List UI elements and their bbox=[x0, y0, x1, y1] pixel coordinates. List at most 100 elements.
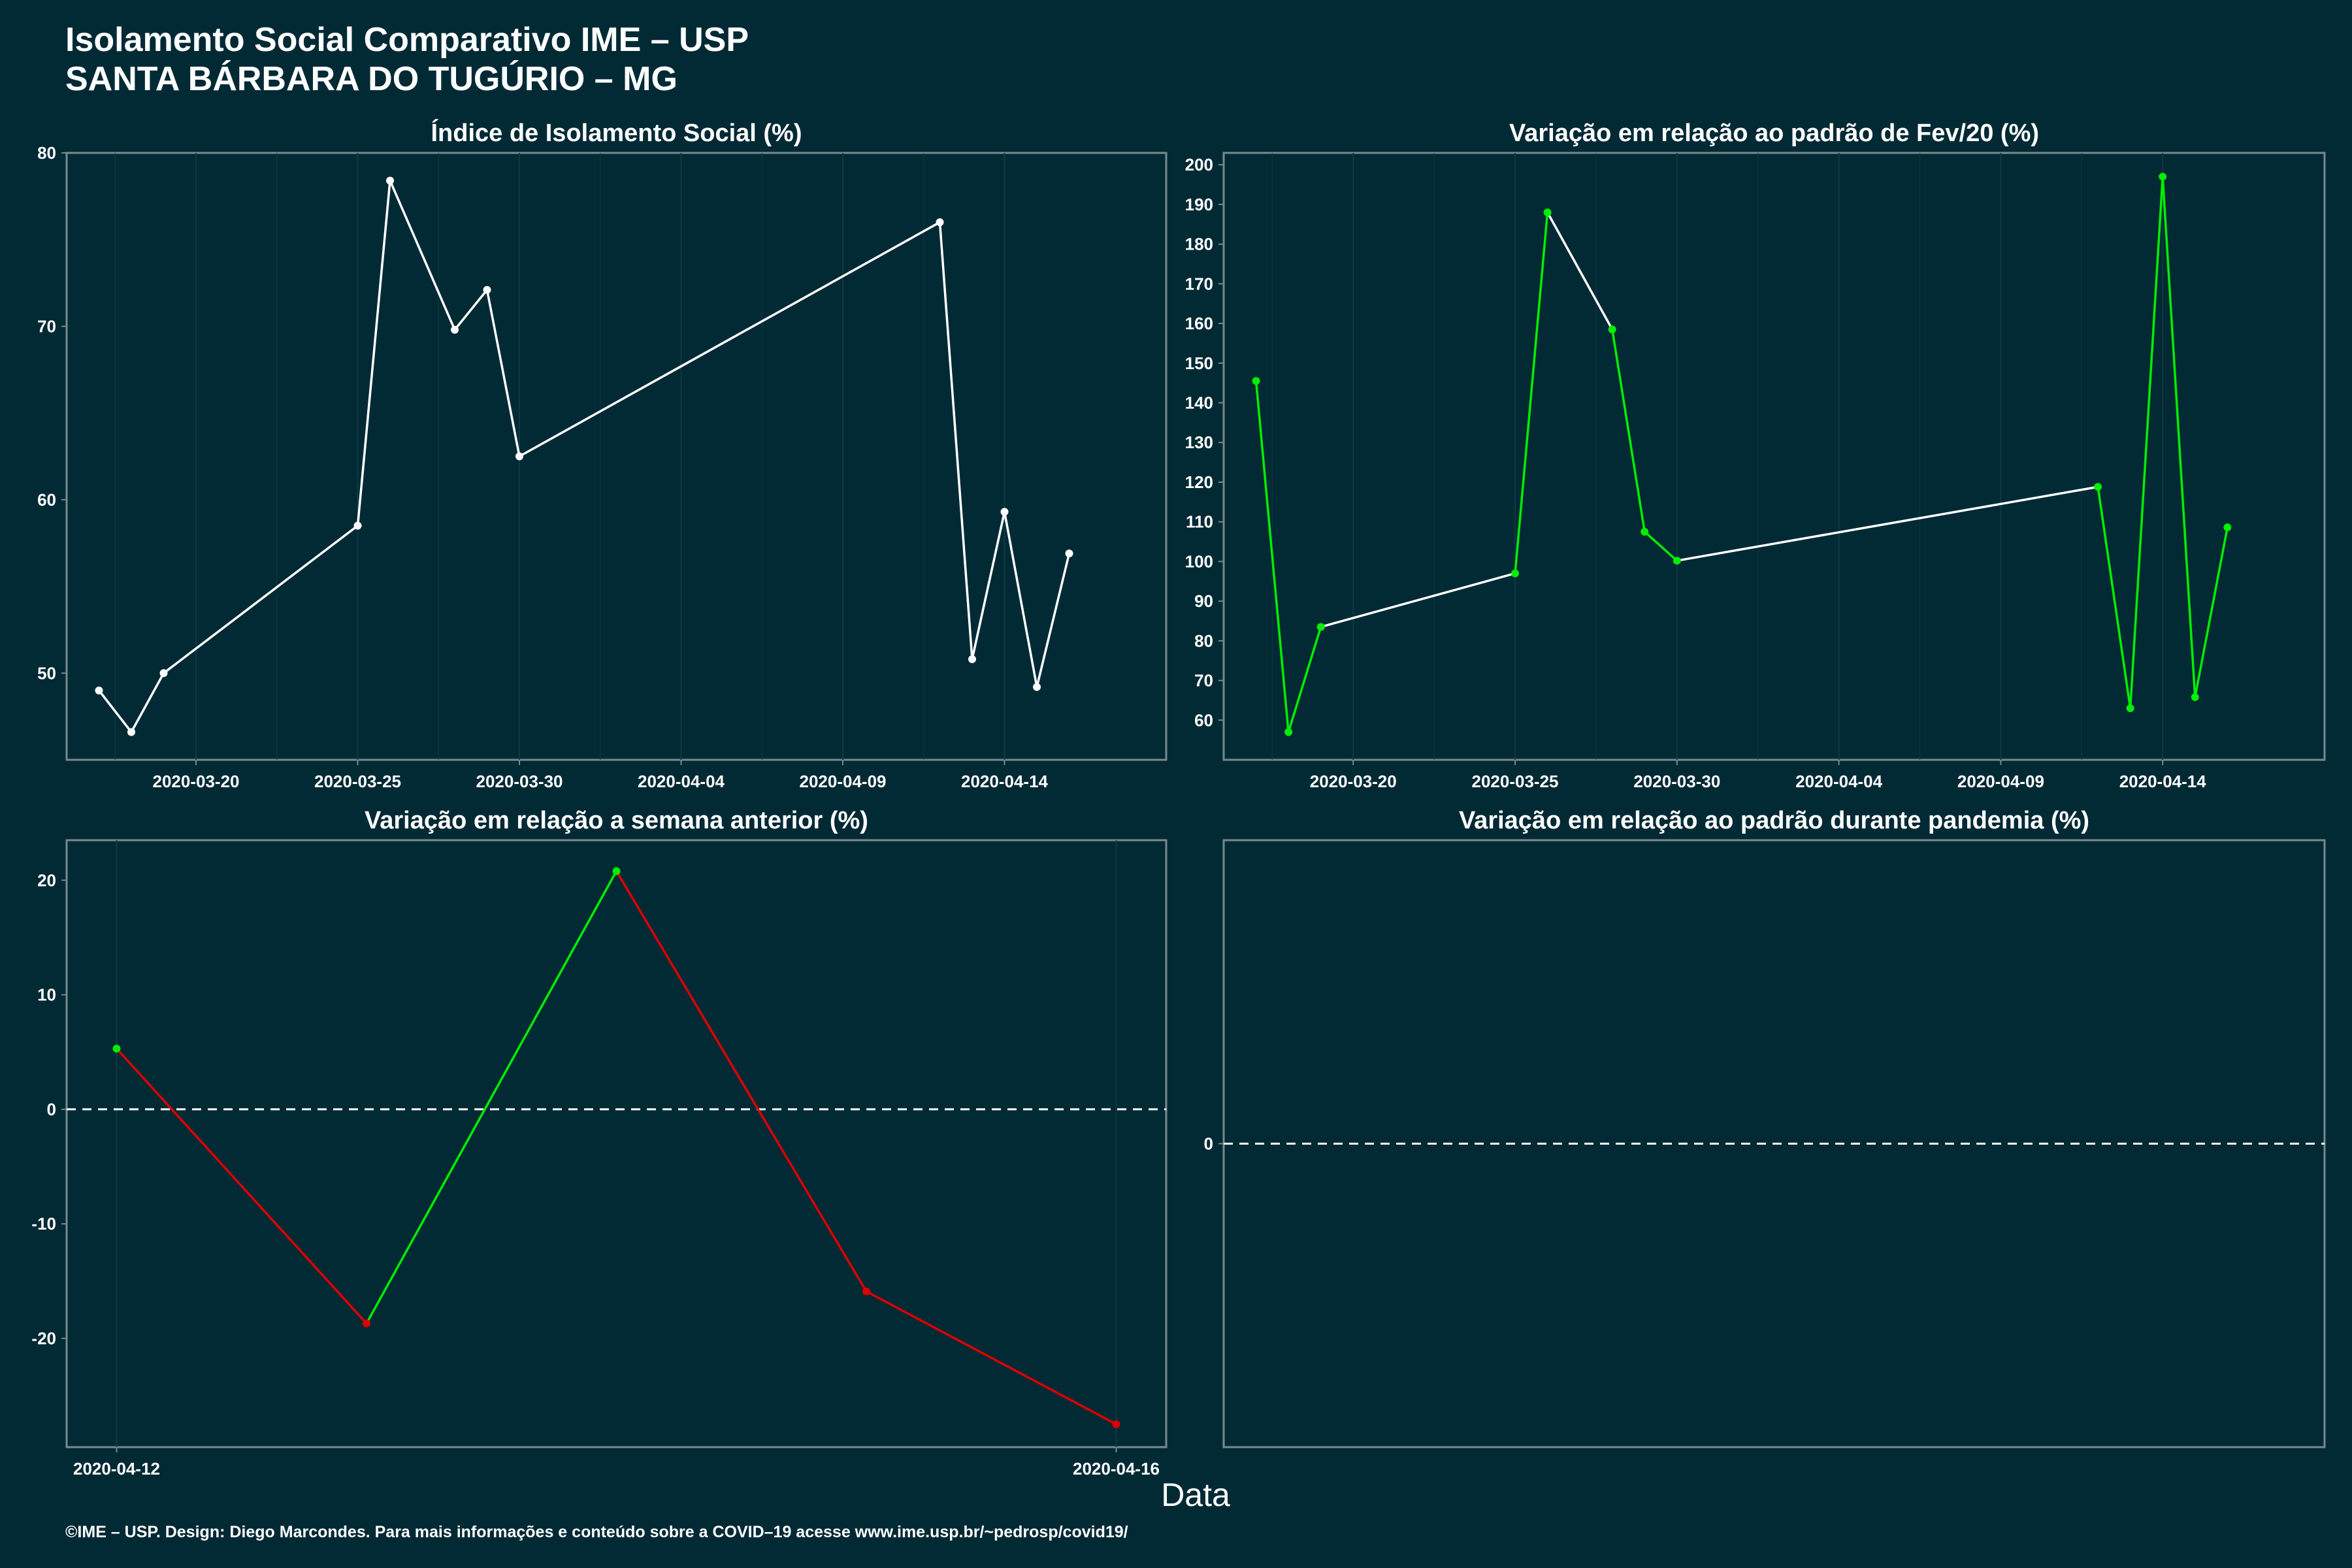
y-tick-label: 140 bbox=[1185, 393, 1213, 413]
data-point bbox=[112, 1045, 121, 1053]
y-tick-label: 50 bbox=[37, 663, 56, 683]
data-point bbox=[1316, 623, 1325, 631]
x-tick-label: 2020-04-04 bbox=[1795, 772, 1883, 791]
data-point bbox=[95, 686, 103, 694]
data-point bbox=[1000, 508, 1009, 516]
data-point bbox=[1252, 377, 1260, 385]
y-tick-label: 60 bbox=[37, 490, 56, 510]
data-point bbox=[862, 1287, 870, 1296]
data-point bbox=[1284, 728, 1293, 736]
data-point bbox=[612, 867, 621, 875]
y-tick-label: 130 bbox=[1185, 433, 1213, 452]
data-point bbox=[127, 728, 135, 736]
y-tick-label: 0 bbox=[47, 1100, 56, 1119]
panel-semana: Variação em relação a semana anterior (%… bbox=[31, 807, 1168, 1478]
x-tick-label: 2020-03-25 bbox=[1472, 772, 1559, 791]
y-tick-label: 110 bbox=[1186, 512, 1213, 532]
panel-border bbox=[65, 839, 1168, 1448]
data-point bbox=[2126, 704, 2134, 713]
y-tick-label: 180 bbox=[1185, 235, 1213, 254]
y-tick-label: 70 bbox=[1194, 671, 1213, 691]
series-line-segment bbox=[1546, 212, 1614, 331]
panel-border bbox=[65, 152, 1168, 761]
data-point bbox=[363, 1319, 370, 1328]
series-line-segment bbox=[356, 180, 391, 526]
y-tick-label: 200 bbox=[1185, 155, 1213, 174]
series-line-segment bbox=[1676, 485, 2099, 562]
panel-isolamento: Índice de Isolamento Social (%) 50 60 70 80 2… bbox=[37, 118, 1168, 791]
data-point bbox=[1112, 1420, 1120, 1428]
series-line-segment bbox=[453, 289, 488, 331]
series-line-segment bbox=[98, 689, 133, 733]
caption: ©IME – USP. Design: Diego Marcondes. Par… bbox=[65, 1523, 1128, 1541]
series-line-segment bbox=[1254, 380, 1290, 732]
data-point bbox=[2094, 483, 2102, 491]
series-line-segment bbox=[938, 222, 973, 660]
series-line-segment bbox=[866, 1290, 1117, 1426]
y-tick-label: 10 bbox=[37, 985, 56, 1005]
series-line-segment bbox=[1514, 212, 1549, 574]
data-point bbox=[451, 325, 459, 334]
panels-group: Índice de Isolamento Social (%) 50 60 70 80 2… bbox=[31, 118, 2326, 1478]
y-tick-label: 150 bbox=[1185, 353, 1213, 373]
y-tick-label: 120 bbox=[1185, 472, 1213, 492]
data-point bbox=[483, 286, 491, 294]
data-point bbox=[936, 218, 944, 227]
data-point bbox=[968, 655, 976, 664]
panel-pandemia: Variação em relação ao padrão durante pa… bbox=[1204, 807, 2326, 1448]
data-point bbox=[2223, 523, 2232, 532]
figure-title-line2: SANTA BÁRBARA DO TUGÚRIO – MG bbox=[65, 60, 678, 98]
data-point bbox=[1673, 557, 1681, 565]
data-point bbox=[1065, 549, 1073, 558]
series-line-segment bbox=[1003, 512, 1038, 687]
x-axis-label: Data bbox=[1161, 1477, 1230, 1513]
data-point bbox=[1608, 325, 1616, 334]
y-tick-label: 80 bbox=[37, 143, 56, 163]
data-point bbox=[1033, 683, 1041, 691]
data-point bbox=[1641, 527, 1649, 536]
y-tick-label: 100 bbox=[1185, 551, 1213, 571]
data-point bbox=[515, 452, 523, 461]
series-line-segment bbox=[1036, 553, 1071, 687]
x-tick-label: 2020-04-12 bbox=[73, 1459, 160, 1478]
x-tick-label: 2020-03-30 bbox=[476, 772, 563, 791]
y-tick-label: -20 bbox=[31, 1328, 56, 1348]
y-tick-label: 160 bbox=[1185, 314, 1213, 333]
x-tick-label: 2020-03-25 bbox=[314, 772, 401, 791]
series-line-segment bbox=[1610, 329, 1646, 532]
series-line-segment bbox=[971, 512, 1006, 660]
x-tick-label: 2020-04-09 bbox=[1957, 772, 2044, 791]
data-point bbox=[1543, 208, 1552, 217]
data-point bbox=[386, 176, 394, 185]
series-line-segment bbox=[2129, 176, 2164, 709]
y-tick-label: 70 bbox=[37, 316, 56, 336]
y-tick-label: 60 bbox=[1194, 710, 1213, 730]
x-tick-label: 2020-03-20 bbox=[1310, 772, 1397, 791]
panel-title: Índice de Isolamento Social (%) bbox=[431, 118, 802, 147]
series-line-segment bbox=[389, 180, 456, 331]
series-line-segment bbox=[163, 525, 359, 674]
panel-title: Variação em relação ao padrão durante pa… bbox=[1459, 807, 2089, 834]
panel-title: Variação em relação ao padrão de Fev/20 … bbox=[1509, 120, 2039, 147]
series-line-segment bbox=[116, 1047, 368, 1324]
y-tick-label: 80 bbox=[1194, 631, 1213, 651]
data-point bbox=[2159, 172, 2167, 181]
y-tick-label: -10 bbox=[31, 1214, 56, 1233]
y-tick-label: 190 bbox=[1185, 195, 1213, 214]
x-tick-label: 2020-04-16 bbox=[1073, 1459, 1160, 1478]
series-line-segment bbox=[1644, 531, 1678, 562]
x-tick-label: 2020-03-20 bbox=[153, 772, 240, 791]
data-point bbox=[159, 669, 168, 678]
data-point bbox=[353, 521, 362, 530]
panel-fev20: Variação em relação ao padrão de Fev/20 … bbox=[1185, 120, 2326, 791]
series-line-segment bbox=[130, 672, 165, 733]
y-tick-label: 20 bbox=[37, 870, 56, 890]
series-line-segment bbox=[1320, 572, 1516, 629]
series-line-segment bbox=[485, 289, 521, 457]
y-tick-label: 0 bbox=[1204, 1134, 1213, 1154]
series-line-segment bbox=[2194, 527, 2229, 698]
data-point bbox=[2191, 693, 2199, 702]
x-tick-label: 2020-04-04 bbox=[638, 772, 725, 791]
